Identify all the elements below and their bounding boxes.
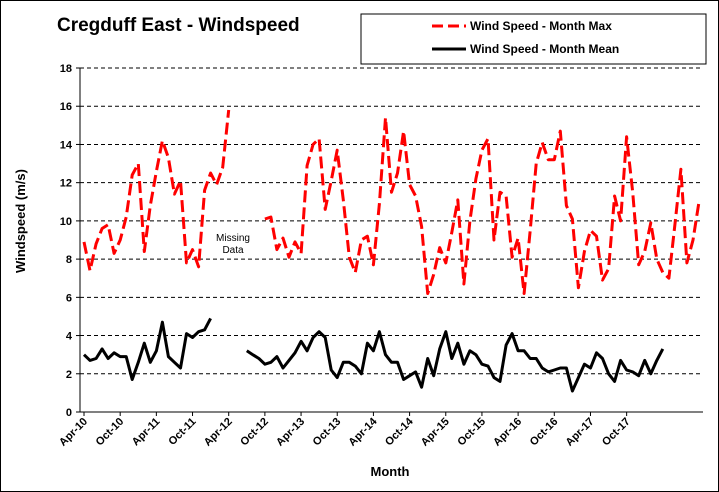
- series-mean-line: [82, 317, 212, 381]
- series-lines: [82, 109, 701, 393]
- y-tick-label: 10: [60, 216, 72, 228]
- y-tick-label: 0: [66, 407, 72, 419]
- x-tick-label: Apr-17: [563, 416, 596, 449]
- x-tick-label: Apr-16: [491, 416, 524, 449]
- x-axis-title: Month: [371, 464, 410, 479]
- y-tick-label: 6: [66, 292, 72, 304]
- x-tick-label: Oct-10: [94, 416, 127, 449]
- x-tick-label: Apr-13: [274, 416, 307, 449]
- x-tick-label: Apr-10: [57, 416, 90, 449]
- legend-mean-label: Wind Speed - Month Mean: [470, 42, 619, 56]
- x-tick-label: Oct-15: [455, 416, 488, 449]
- x-tick-label: Oct-12: [238, 416, 271, 449]
- y-tick-label: 4: [66, 331, 73, 343]
- y-axis-ticks: 0 2 4 6 8 10 12 14 16 18: [60, 63, 80, 419]
- y-tick-label: 16: [60, 101, 72, 113]
- y-tick-label: 14: [60, 139, 73, 151]
- legend-max-label: Wind Speed - Month Max: [470, 19, 612, 33]
- x-tick-label: Oct-14: [383, 415, 416, 448]
- legend-box: [360, 13, 707, 65]
- x-tick-label: Apr-11: [130, 416, 163, 449]
- y-tick-label: 8: [66, 254, 72, 266]
- x-tick-label: Oct-16: [528, 416, 561, 449]
- chart-title: Cregduff East - Windspeed: [57, 15, 300, 36]
- x-tick-label: Oct-17: [600, 416, 633, 449]
- x-tick-label: Oct-11: [166, 416, 198, 448]
- annotation-line-2: Data: [222, 245, 244, 256]
- legend: Wind Speed - Month Max Wind Speed - Mont…: [360, 13, 707, 65]
- x-tick-label: Apr-15: [419, 416, 452, 449]
- x-tick-label: Oct-13: [311, 416, 344, 449]
- grid-lines: [80, 67, 703, 375]
- x-axis-ticks: Apr-10 Oct-10 Apr-11 Oct-11 Apr-12 Oct-12 Apr-…: [57, 412, 633, 449]
- y-tick-label: 12: [60, 178, 72, 190]
- y-axis-title: Windspeed (m/s): [13, 169, 28, 273]
- series-max-line: [82, 109, 231, 273]
- x-tick-label: Apr-12: [202, 416, 235, 449]
- y-tick-label: 2: [66, 369, 72, 381]
- series-max-line: [264, 116, 701, 295]
- y-tick-label: 18: [60, 63, 72, 75]
- x-tick-label: Apr-14: [346, 415, 380, 449]
- series-mean-line: [245, 330, 665, 393]
- annotation-line-1: Missing: [216, 233, 250, 244]
